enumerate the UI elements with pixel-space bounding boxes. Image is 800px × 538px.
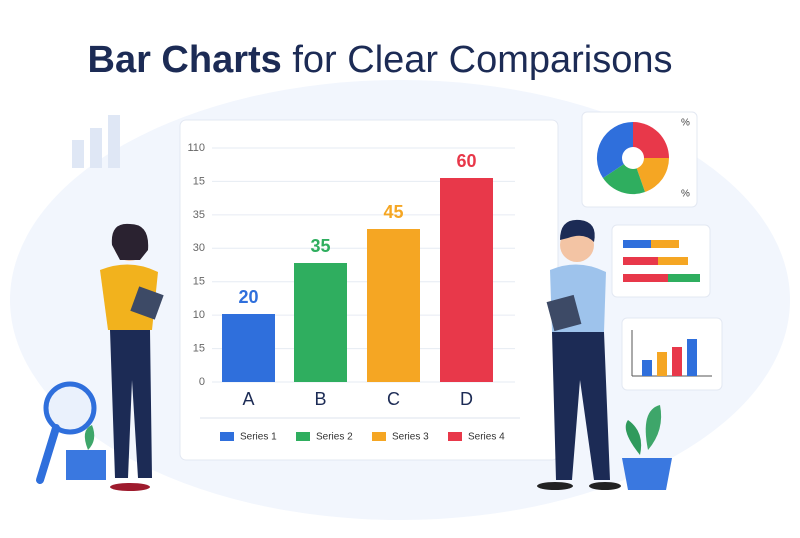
bar xyxy=(367,229,420,382)
hbars xyxy=(623,240,700,282)
legend-label: Series 4 xyxy=(468,432,505,443)
deco-bars xyxy=(72,115,120,168)
legend-label: Series 3 xyxy=(392,432,429,443)
legend-swatch xyxy=(448,432,462,441)
bar-chart: 0 15 10 15 30 35 15 110 20 A 35 B 45 C 60 D Series 1 Seri… xyxy=(187,142,515,443)
pie-label: % xyxy=(681,189,690,200)
pie xyxy=(596,121,670,195)
plant-right xyxy=(622,405,672,490)
bar xyxy=(440,178,493,382)
value-label: 60 xyxy=(456,151,476,171)
category-label: D xyxy=(460,389,473,409)
legend-swatch xyxy=(220,432,234,441)
woman xyxy=(100,223,164,491)
plant xyxy=(66,425,106,480)
y-axis-text: 110 xyxy=(187,142,205,154)
bar xyxy=(294,263,347,382)
y-axis-text: 15 xyxy=(193,342,205,354)
y-axis-text: 15 xyxy=(193,175,205,187)
y-axis-text: 15 xyxy=(193,276,205,288)
title: Bar Charts for Clear Comparisons xyxy=(88,39,673,81)
category-label: C xyxy=(387,389,400,409)
man xyxy=(537,219,621,490)
bar xyxy=(222,314,275,382)
legend-label: Series 2 xyxy=(316,432,353,443)
category-label: B xyxy=(314,389,326,409)
pie-label: % xyxy=(681,118,690,129)
category-label: A xyxy=(242,389,254,409)
value-label: 35 xyxy=(310,236,330,256)
y-axis-text: 10 xyxy=(193,309,205,321)
value-label: 20 xyxy=(238,287,258,307)
y-axis-text: 35 xyxy=(193,209,205,221)
legend-swatch xyxy=(372,432,386,441)
value-label: 45 xyxy=(383,202,403,222)
legend-label: Series 1 xyxy=(240,432,277,443)
magnifier xyxy=(36,381,97,484)
y-axis-text: 0 xyxy=(199,376,205,388)
title-rest: for Clear Comparisons xyxy=(292,39,672,81)
title-bold: Bar Charts xyxy=(88,39,282,81)
y-axis-text: 30 xyxy=(193,242,205,254)
legend-swatch xyxy=(296,432,310,441)
small-bars xyxy=(631,330,712,377)
